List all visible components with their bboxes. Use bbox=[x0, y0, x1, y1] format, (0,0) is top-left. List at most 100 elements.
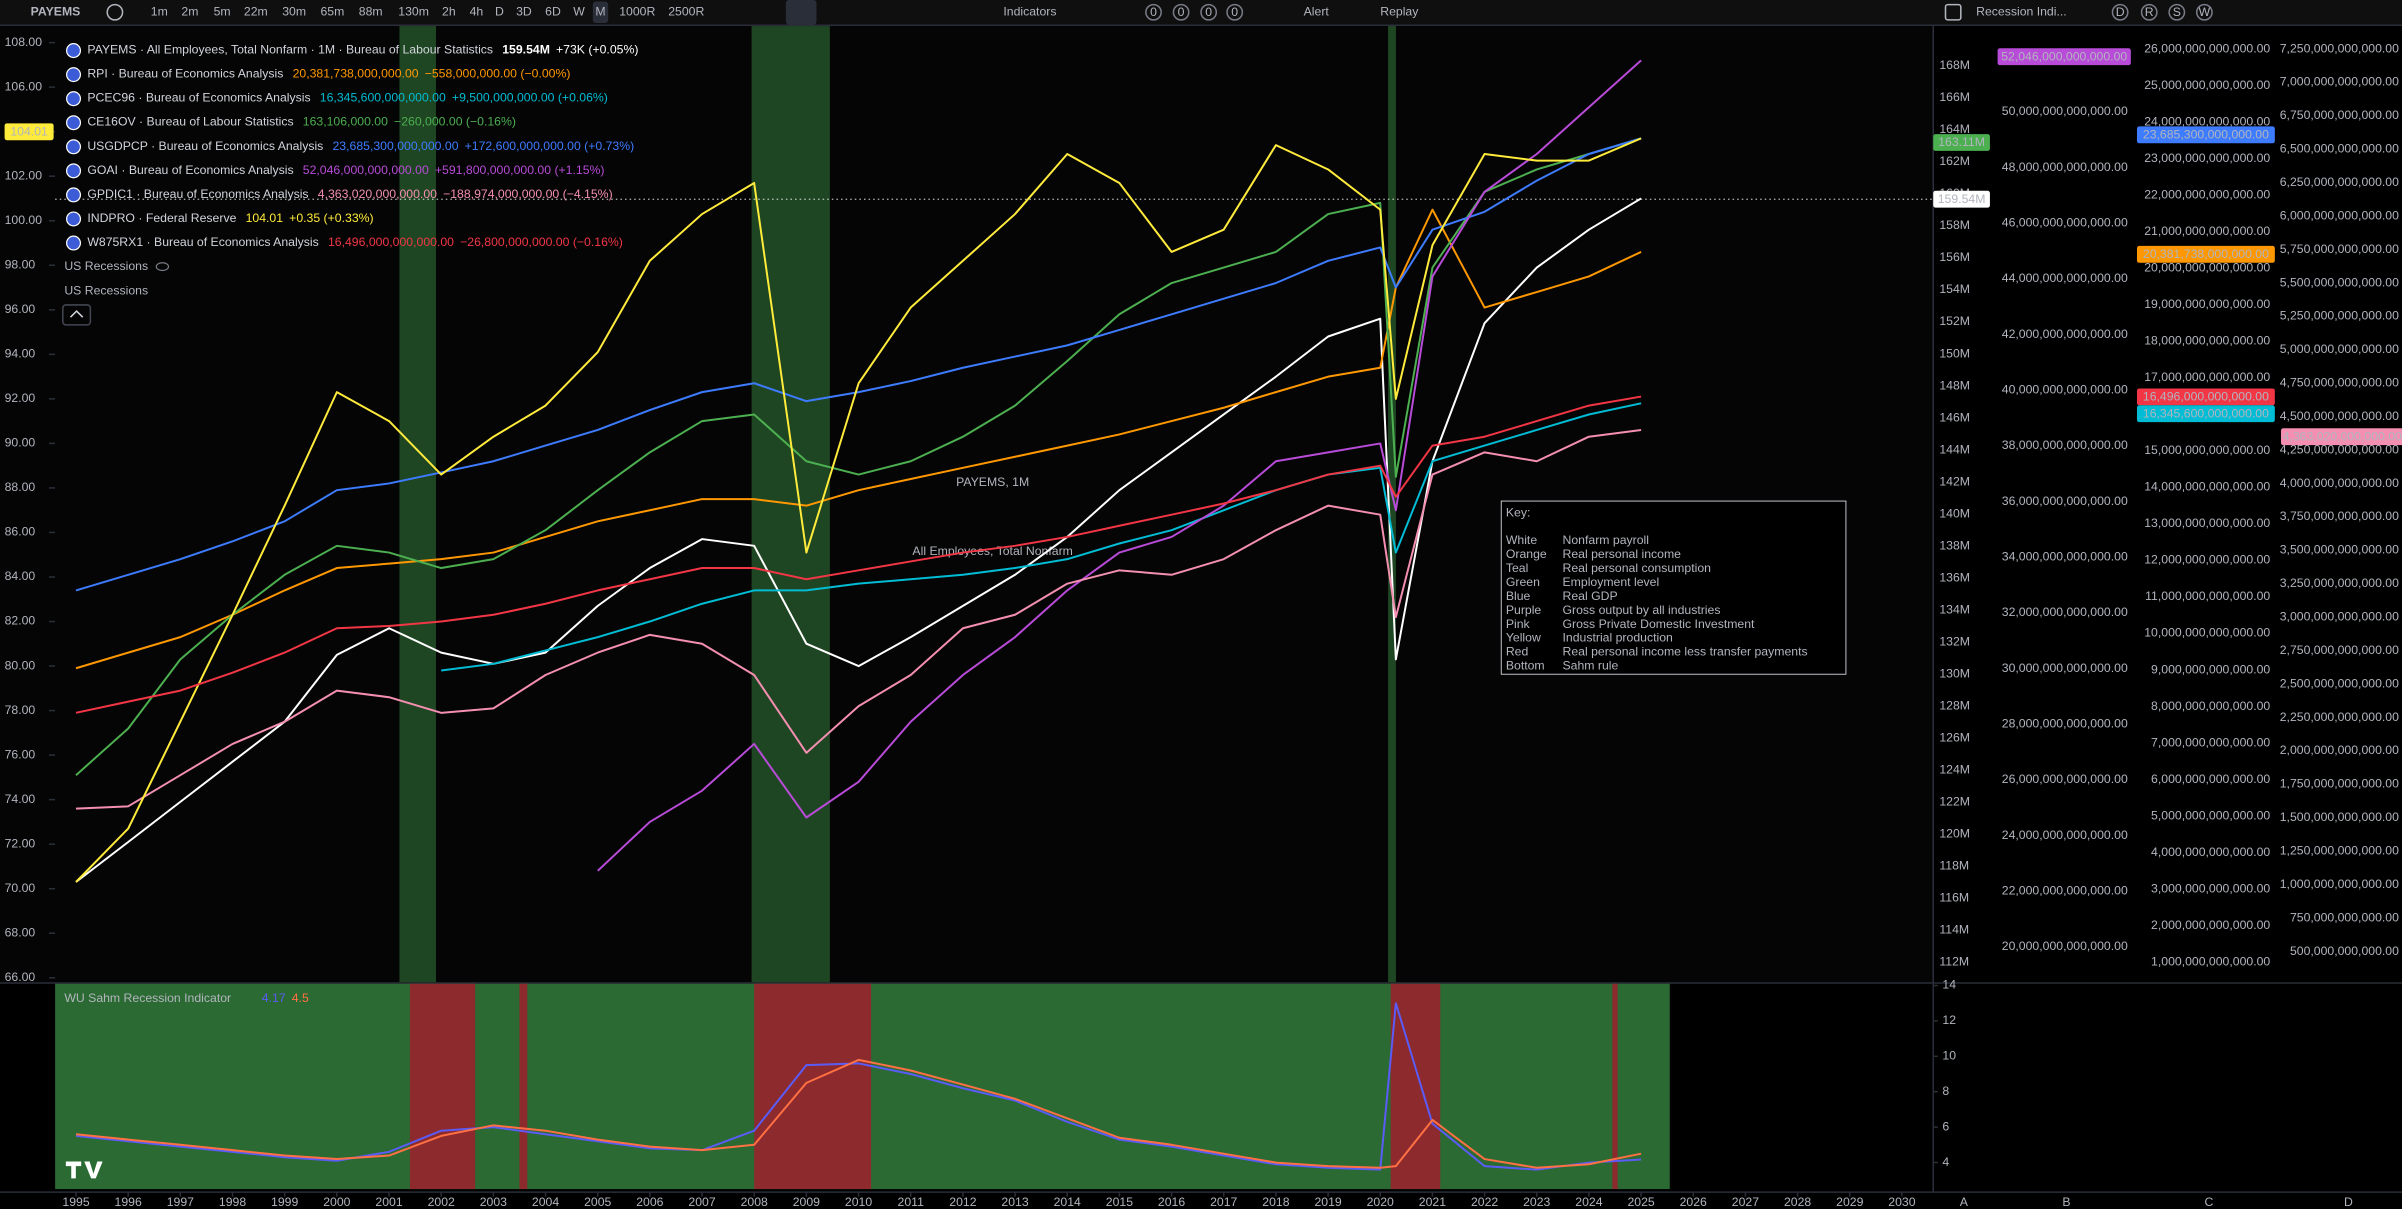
right-axis-label: 168M bbox=[1939, 58, 1970, 72]
price-badge bbox=[2136, 388, 2275, 406]
legend-value: 16,496,000,000,000.00 bbox=[328, 235, 454, 249]
series-line bbox=[441, 402, 1642, 672]
legend-flag bbox=[66, 43, 82, 59]
legend-row[interactable]: RPI · Bureau of Economics Analysis 20,381… bbox=[87, 67, 570, 81]
x-tick-label: 2017 bbox=[1210, 1195, 1237, 1209]
indicator-legend[interactable]: WU Sahm Recession Indicator 4.17 4.5 bbox=[64, 991, 309, 1005]
interval[interactable]: 30m bbox=[282, 4, 306, 18]
key-meaning: Gross Private Domestic Investment bbox=[1563, 617, 1756, 631]
legend-name: USGDPCP · Bureau of Economics Analysis bbox=[87, 139, 323, 153]
right-axis-label: 34,000,000,000,000.00 bbox=[2002, 549, 2128, 563]
recession-band bbox=[409, 983, 476, 1190]
letter[interactable]: D bbox=[2116, 5, 2125, 19]
collapse-chevron bbox=[69, 309, 84, 318]
x-tick-label: 2009 bbox=[793, 1195, 820, 1209]
legend-row[interactable]: PAYEMS · All Employees, Total Nonfarm · … bbox=[87, 43, 638, 57]
interval[interactable]: 22m bbox=[244, 4, 268, 18]
right-axis-label: 2,750,000,000,000.00 bbox=[2280, 643, 2399, 657]
right-axis-label: 5,000,000,000,000.00 bbox=[2151, 808, 2270, 822]
y-tick-label: 10 bbox=[1942, 1049, 1956, 1063]
y-tick-label: 4 bbox=[1942, 1155, 1949, 1169]
letter[interactable]: S bbox=[2173, 5, 2181, 19]
right-axis-label: 46,000,000,000,000.00 bbox=[2002, 215, 2128, 229]
key-meaning: Real GDP bbox=[1563, 589, 1618, 603]
right-axis-label: 26,000,000,000,000.00 bbox=[2002, 772, 2128, 786]
symbol[interactable]: PAYEMS bbox=[31, 4, 81, 18]
legend-row[interactable]: USGDPCP · Bureau of Economics Analysis 23… bbox=[87, 139, 634, 153]
letter[interactable]: R bbox=[2145, 5, 2154, 19]
key-box bbox=[1500, 500, 1847, 675]
interval[interactable]: D bbox=[495, 4, 504, 18]
right-axis-label: 5,250,000,000,000.00 bbox=[2280, 309, 2399, 323]
key-color: Blue bbox=[1506, 589, 1531, 603]
right-axis-label: 1,000,000,000,000.00 bbox=[2151, 955, 2270, 969]
indicator-value: 4.17 bbox=[262, 991, 286, 1005]
key-meaning: Industrial production bbox=[1563, 631, 1673, 645]
key-color: Yellow bbox=[1506, 631, 1541, 645]
counter[interactable]: 0 bbox=[1205, 5, 1212, 19]
right-axis-label: 7,250,000,000,000.00 bbox=[2280, 41, 2399, 55]
x-tick-label: 2002 bbox=[428, 1195, 455, 1209]
legend-change: −260,000.00 (−0.16%) bbox=[394, 115, 516, 129]
interval[interactable]: 5m bbox=[214, 4, 231, 18]
overlay-label[interactable]: US Recessions bbox=[64, 283, 148, 297]
interval[interactable]: 1m bbox=[151, 4, 168, 18]
interval[interactable]: M bbox=[595, 4, 605, 18]
counter[interactable]: 0 bbox=[1178, 5, 1185, 19]
interval[interactable]: 4h bbox=[470, 4, 484, 18]
interval[interactable]: 2m bbox=[181, 4, 198, 18]
interval[interactable]: 2500R bbox=[668, 4, 704, 18]
interval[interactable]: 65m bbox=[320, 4, 344, 18]
counter[interactable]: 0 bbox=[1231, 5, 1238, 19]
x-tick-label: 2024 bbox=[1575, 1195, 1602, 1209]
eye-icon[interactable] bbox=[155, 262, 170, 272]
checkbox[interactable] bbox=[1944, 3, 1962, 21]
add-symbol[interactable] bbox=[106, 3, 124, 21]
legend-row[interactable]: GOAI · Bureau of Economics Analysis 52,04… bbox=[87, 163, 604, 177]
legend-row[interactable]: INDPRO · Federal Reserve 104.01 +0.35 (+0.… bbox=[87, 211, 373, 225]
recession-band bbox=[519, 983, 528, 1190]
series-line bbox=[75, 428, 1642, 810]
letter[interactable]: W bbox=[2199, 5, 2211, 19]
y-tick-label: 76.00 bbox=[5, 747, 36, 761]
interval[interactable]: 1000R bbox=[619, 4, 655, 18]
price-badge bbox=[1997, 48, 2131, 66]
x-tick-label: 2000 bbox=[323, 1195, 350, 1209]
legend-row[interactable]: W875RX1 · Bureau of Economics Analysis 16… bbox=[87, 235, 623, 249]
overlay-label[interactable]: US Recessions bbox=[64, 259, 148, 273]
recession-dropdown[interactable]: Recession Indi... bbox=[1976, 4, 2067, 18]
interval[interactable]: W bbox=[573, 4, 585, 18]
interval[interactable]: 88m bbox=[359, 4, 383, 18]
right-axis-label: 17,000,000,000,000.00 bbox=[2144, 370, 2270, 384]
recession-band bbox=[399, 26, 436, 983]
interval[interactable]: 3D bbox=[516, 4, 532, 18]
interval[interactable]: 2h bbox=[442, 4, 456, 18]
y-tick-label: 14 bbox=[1942, 978, 1956, 992]
legend-name: PCEC96 · Bureau of Economics Analysis bbox=[87, 91, 310, 105]
x-tick-label: 1995 bbox=[62, 1195, 89, 1209]
right-axis-label: 7,000,000,000,000.00 bbox=[2280, 75, 2399, 89]
right-axis-label: 3,000,000,000,000.00 bbox=[2151, 881, 2270, 895]
legend-flag bbox=[66, 163, 82, 179]
interval[interactable]: 6D bbox=[545, 4, 561, 18]
y-tick-label: 12 bbox=[1942, 1013, 1956, 1027]
right-axis-label: 1,500,000,000,000.00 bbox=[2280, 810, 2399, 824]
alert-button[interactable]: Alert bbox=[1304, 4, 1330, 18]
x-tick-label: 2003 bbox=[480, 1195, 507, 1209]
right-axis-label: 2,250,000,000,000.00 bbox=[2280, 710, 2399, 724]
legend-row[interactable]: PCEC96 · Bureau of Economics Analysis 16,… bbox=[87, 91, 608, 105]
counter[interactable]: 0 bbox=[1150, 5, 1157, 19]
collapse-button[interactable] bbox=[62, 304, 92, 326]
y-tick-label: 82.00 bbox=[5, 614, 36, 628]
legend-row[interactable]: CE16OV · Bureau of Labour Statistics 163,… bbox=[87, 115, 516, 129]
right-axis-label: 132M bbox=[1939, 634, 1970, 648]
interval[interactable]: 130m bbox=[398, 4, 429, 18]
indicators-button[interactable]: Indicators bbox=[1003, 4, 1056, 18]
price-badge bbox=[4, 123, 54, 141]
replay-button[interactable]: Replay bbox=[1380, 4, 1419, 18]
legend-row[interactable]: GPDIC1 · Bureau of Economics Analysis 4,3… bbox=[87, 187, 612, 201]
right-axis-label: 4,000,000,000,000.00 bbox=[2280, 476, 2399, 490]
legend-change: −188,974,000,000.00 (−4.15%) bbox=[443, 187, 613, 201]
y-tick-label: 92.00 bbox=[5, 391, 36, 405]
right-axis-label: 148M bbox=[1939, 378, 1970, 392]
